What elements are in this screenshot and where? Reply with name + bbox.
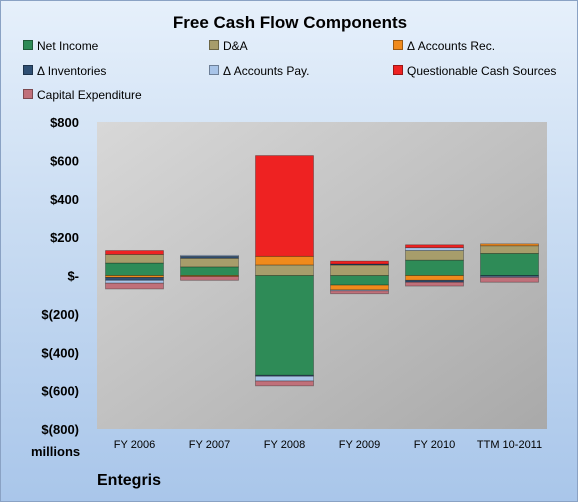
y-axis-unit-label: millions xyxy=(31,444,81,459)
bars xyxy=(105,155,539,387)
legend-swatch xyxy=(393,65,403,75)
bar-segment xyxy=(105,277,164,281)
bar-segment xyxy=(105,282,164,290)
x-tick-label: FY 2006 xyxy=(114,439,155,451)
legend-label: Questionable Cash Sources xyxy=(407,64,557,78)
legend-item-net-income: Net Income xyxy=(23,39,98,55)
bar-segment xyxy=(405,281,464,287)
bar-segment xyxy=(105,253,164,264)
bar-segment xyxy=(330,275,389,286)
y-tick-label: $(400) xyxy=(41,345,79,360)
bar-segment xyxy=(255,375,314,382)
plot-background xyxy=(97,122,547,429)
x-tick-label: FY 2008 xyxy=(264,439,305,451)
legend-label: D&A xyxy=(223,39,248,53)
bar-segment xyxy=(480,243,539,247)
bar-segment xyxy=(255,155,314,257)
bar-segment xyxy=(105,279,164,284)
y-tick-label: $200 xyxy=(50,230,79,245)
bar-segment xyxy=(405,244,464,249)
bar-segment xyxy=(330,284,389,291)
bar-segment xyxy=(105,250,164,255)
y-tick-label: $400 xyxy=(50,192,79,207)
legend-item-da: D&A xyxy=(209,39,248,55)
bar-segment xyxy=(180,266,239,276)
legend-label: Δ Accounts Rec. xyxy=(407,39,496,53)
legend-swatch xyxy=(209,65,219,75)
bar-segment xyxy=(255,275,314,376)
bar-segment xyxy=(405,250,464,261)
bar-segment xyxy=(330,264,389,276)
bar-segment xyxy=(405,259,464,276)
y-tick-label: $(600) xyxy=(41,384,79,399)
y-tick-label: $- xyxy=(67,269,79,284)
bar-segment xyxy=(105,262,164,276)
legend-swatch xyxy=(23,65,33,75)
bar-segment xyxy=(255,380,314,387)
x-tick-label: FY 2009 xyxy=(339,439,380,451)
legend-item-capex: Capital Expenditure xyxy=(23,88,142,104)
bar-segment xyxy=(330,290,389,295)
bar-segment xyxy=(180,254,239,257)
y-tick-label: $800 xyxy=(50,115,79,130)
legend-label: Capital Expenditure xyxy=(37,88,142,102)
x-tick-label: FY 2007 xyxy=(189,439,230,451)
bar-segment xyxy=(180,276,239,281)
company-label: Entegris xyxy=(97,472,162,489)
y-axis: $800 $600 $400 $200 $- $(200) $(400) $(600) $(80… xyxy=(41,115,79,437)
bar-segment xyxy=(480,245,539,254)
legend-item-accounts-rec: Δ Accounts Rec. xyxy=(393,39,495,55)
y-tick-label: $600 xyxy=(50,153,79,168)
legend-label: Net Income xyxy=(37,39,99,53)
x-tick-label: FY 2010 xyxy=(414,439,455,451)
x-axis: FY 2006 FY 2007 FY 2008 FY 2009 FY 2010 TTM 1… xyxy=(114,439,542,451)
bar-segment xyxy=(255,264,314,276)
bar-segment xyxy=(405,275,464,281)
legend-item-accounts-pay: Δ Accounts Pay. xyxy=(209,64,310,80)
y-tick-label: $(200) xyxy=(41,307,79,322)
bar-segment xyxy=(480,253,539,276)
y-tick-label: $(800) xyxy=(41,422,79,437)
legend-label: Δ Accounts Pay. xyxy=(223,64,310,78)
chart-title: Free Cash Flow Components xyxy=(172,13,408,32)
legend-label: Δ Inventories xyxy=(37,64,107,78)
legend-item-questionable-cash: Questionable Cash Sources xyxy=(393,64,556,80)
bar-segment xyxy=(480,277,539,283)
bar-segment xyxy=(330,260,389,265)
legend-swatch xyxy=(209,40,219,50)
bar-segment xyxy=(405,247,464,251)
legend-swatch xyxy=(23,89,33,99)
bar-segment xyxy=(180,257,239,268)
legend-item-inventories: Δ Inventories xyxy=(23,64,106,80)
legend-swatch xyxy=(23,40,33,50)
bar-segment xyxy=(255,255,314,266)
x-tick-label: TTM 10-2011 xyxy=(477,439,542,451)
legend-swatch xyxy=(393,40,403,50)
